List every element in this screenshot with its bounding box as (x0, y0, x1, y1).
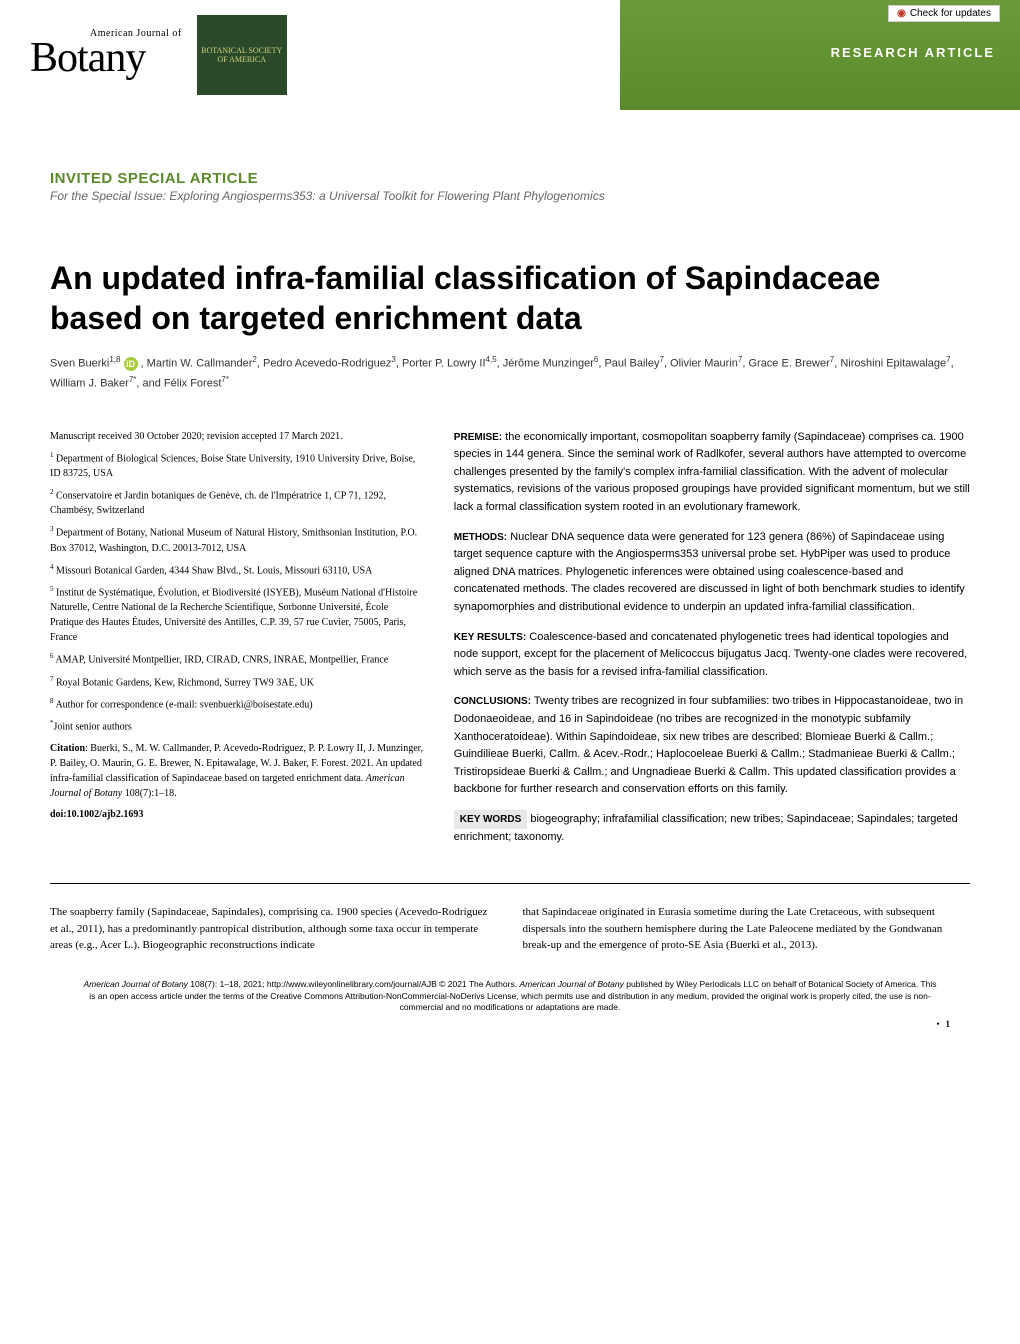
keywords-label: KEY WORDS (454, 810, 528, 829)
affiliation-5: 5 Institut de Systématique, Évolution, e… (50, 584, 424, 645)
page-num-value: 1 (946, 1019, 951, 1029)
conclusions-block: CONCLUSIONS: Twenty tribes are recognize… (454, 693, 970, 799)
header-bar: American Journal of Botany BOTANICAL SOC… (0, 0, 1020, 110)
affiliation-8: 8 Author for correspondence (e-mail: sve… (50, 696, 424, 712)
society-badge: BOTANICAL SOCIETY OF AMERICA (197, 15, 287, 95)
check-icon: ◉ (897, 8, 906, 19)
doi-label: doi:10.1002/ajb2.1693 (50, 807, 424, 822)
affiliation-2: 2 Conservatoire et Jardin botaniques de … (50, 487, 424, 518)
methods-label: METHODS: (454, 532, 507, 543)
citation-block: Citation: Buerki, S., M. W. Callmander, … (50, 741, 424, 801)
footer-journal-2: American Journal of Botany (519, 979, 623, 989)
journal-logo: American Journal of Botany (30, 28, 182, 82)
keywords-text: biogeography; infrafamilial classificati… (454, 813, 958, 843)
affiliation-7: 7 Royal Botanic Gardens, Kew, Richmond, … (50, 674, 424, 690)
article-title: An updated infra-familial classification… (50, 258, 970, 338)
content-area: INVITED SPECIAL ARTICLE For the Special … (0, 110, 1020, 1059)
green-banner: ◉ Check for updates RESEARCH ARTICLE (620, 0, 1020, 110)
intro-left-para: The soapberry family (Sapindaceae, Sapin… (50, 904, 498, 954)
keywords-block: KEY WORDS biogeography; infrafamilial cl… (454, 811, 970, 846)
check-updates-button[interactable]: ◉ Check for updates (888, 5, 1000, 22)
results-block: KEY RESULTS: Coalescence-based and conca… (454, 629, 970, 682)
joint-authors: *Joint senior authors (50, 718, 424, 734)
conclusions-text: Twenty tribes are recognized in four sub… (454, 695, 963, 795)
footer-text-2: 108(7): 1–18, 2021; http://www.wileyonli… (188, 979, 520, 989)
affiliation-3: 3 Department of Botany, National Museum … (50, 524, 424, 555)
journal-big-text: Botany (30, 35, 145, 81)
conclusions-label: CONCLUSIONS: (454, 696, 531, 707)
manuscript-info: Manuscript received 30 October 2020; rev… (50, 429, 424, 444)
two-column-section: Manuscript received 30 October 2020; rev… (50, 429, 970, 858)
special-article-heading: INVITED SPECIAL ARTICLE (50, 170, 970, 187)
premise-text: the economically important, cosmopolitan… (454, 431, 970, 513)
intro-columns: The soapberry family (Sapindaceae, Sapin… (50, 904, 970, 954)
methods-block: METHODS: Nuclear DNA sequence data were … (454, 529, 970, 617)
research-article-label: RESEARCH ARTICLE (620, 45, 995, 60)
affiliation-4: 4 Missouri Botanical Garden, 4344 Shaw B… (50, 562, 424, 578)
page-number: •1 (50, 1019, 970, 1029)
intro-right-para: that Sapindaceae originated in Eurasia s… (523, 904, 971, 954)
results-label: KEY RESULTS: (454, 632, 526, 643)
left-column: Manuscript received 30 October 2020; rev… (50, 429, 424, 858)
methods-text: Nuclear DNA sequence data were generated… (454, 531, 965, 613)
special-issue-line: For the Special Issue: Exploring Angiosp… (50, 189, 970, 203)
citation-label: Citation (50, 743, 85, 754)
citation-vol: 108(7):1–18. (122, 788, 176, 799)
right-column-abstract: PREMISE: the economically important, cos… (454, 429, 970, 858)
affiliation-1: 1 Department of Biological Sciences, Boi… (50, 450, 424, 481)
authors-line: Sven Buerki1,8 iD , Martin W. Callmander… (50, 353, 970, 394)
results-text: Coalescence-based and concatenated phylo… (454, 631, 967, 678)
footer-text: American Journal of Botany 108(7): 1–18,… (50, 979, 970, 1015)
divider-line (50, 883, 970, 884)
footer-journal-1: American Journal of Botany (84, 979, 188, 989)
premise-block: PREMISE: the economically important, cos… (454, 429, 970, 517)
logo-section: American Journal of Botany BOTANICAL SOC… (0, 0, 620, 110)
affiliation-6: 6 AMAP, Université Montpellier, IRD, CIR… (50, 651, 424, 667)
premise-label: PREMISE: (454, 432, 502, 443)
check-updates-label: Check for updates (910, 8, 991, 19)
